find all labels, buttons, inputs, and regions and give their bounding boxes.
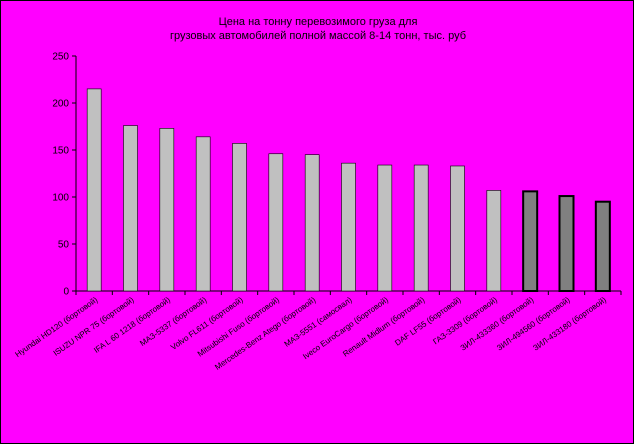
x-category-label: МАЗ-5337 (бортовой) bbox=[138, 295, 208, 348]
bar bbox=[195, 136, 211, 292]
chart-title: Цена на тонну перевозимого груза для гру… bbox=[1, 15, 634, 43]
bar bbox=[159, 128, 175, 292]
y-tick-label: 100 bbox=[52, 193, 69, 204]
bar bbox=[268, 153, 284, 292]
chart-title-line-1: Цена на тонну перевозимого груза для bbox=[218, 16, 418, 28]
bar bbox=[377, 164, 393, 292]
bar bbox=[123, 125, 138, 292]
bar bbox=[594, 200, 611, 292]
bar bbox=[450, 165, 465, 292]
chart-title-line-2: грузовых автомобилей полной массой 8-14 … bbox=[169, 30, 467, 42]
bar bbox=[558, 195, 575, 292]
y-tick-label: 150 bbox=[52, 146, 69, 157]
bar bbox=[304, 154, 320, 292]
y-tick-label: 250 bbox=[52, 52, 69, 63]
bar bbox=[486, 190, 502, 292]
y-tick-label: 50 bbox=[58, 240, 70, 251]
x-category-label: ГАЗ-3309 (бортовой) bbox=[431, 295, 499, 346]
bar bbox=[522, 190, 539, 292]
y-tick-label: 200 bbox=[52, 99, 69, 110]
y-tick-label: 0 bbox=[63, 287, 69, 298]
x-category-label: DAF LF55 (бортовой) bbox=[393, 295, 463, 348]
bar bbox=[86, 88, 102, 292]
bar bbox=[413, 164, 429, 292]
bar bbox=[232, 143, 247, 292]
bar bbox=[341, 162, 356, 292]
